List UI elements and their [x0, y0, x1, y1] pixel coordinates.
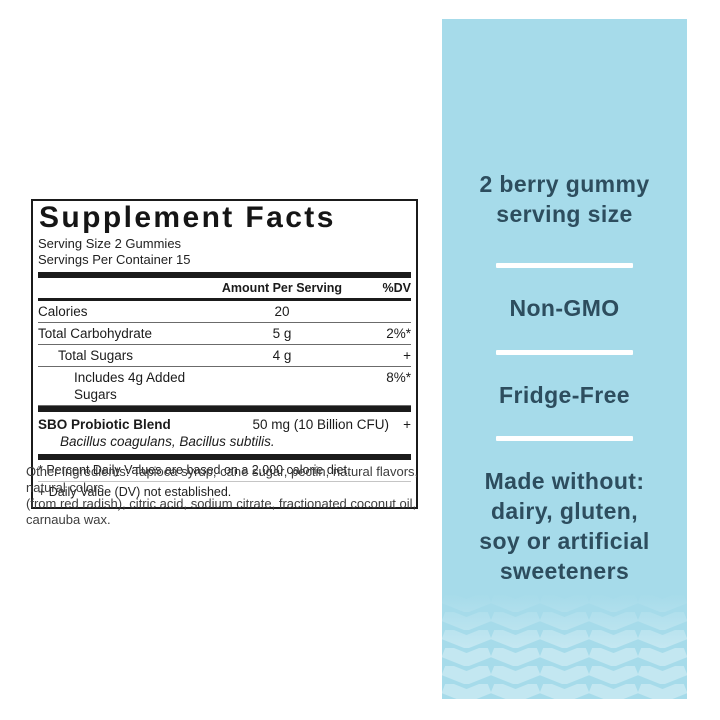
fact-row-added-sugars: Includes 4g Added Sugars 8%* — [38, 367, 411, 406]
facts-header-row: Amount Per Serving %DV — [38, 278, 411, 298]
divider-bar — [38, 271, 411, 278]
nutrient-name: Calories — [38, 303, 88, 319]
nutrient-name: Includes 4g Added Sugars — [74, 369, 186, 402]
claim-serving-size: 2 berry gummy serving size — [479, 171, 650, 227]
claims-panel: 2 berry gummy serving size Non-GMO Fridg… — [442, 19, 687, 699]
nutrient-name: Total Sugars — [58, 347, 134, 363]
fact-row-total-sugars: Total Sugars 4 g + — [38, 345, 411, 367]
claim-non-gmo: Non-GMO — [509, 295, 620, 321]
percent-dv-header: %DV — [382, 280, 411, 295]
claim-divider — [496, 263, 633, 268]
blend-dv: + — [403, 416, 411, 432]
nutrient-amount: 20 — [274, 303, 290, 319]
claim-divider — [496, 350, 633, 355]
servings-per-container-text: Servings Per Container 15 — [38, 251, 191, 267]
amount-per-serving-header: Amount Per Serving — [221, 280, 343, 295]
nutrient-dv: 8%* — [386, 369, 411, 385]
blend-species-text: Bacillus coagulans, Bacillus subtilis. — [60, 433, 275, 449]
claim-fridge-free: Fridge-Free — [499, 382, 630, 408]
claim-made-without: Made without: dairy, gluten, soy or arti… — [479, 468, 650, 584]
fact-row-calories: Calories 20 — [38, 301, 411, 323]
divider-bar — [38, 297, 411, 301]
nutrient-name: Total Carbohydrate — [38, 325, 153, 341]
claim-divider — [496, 436, 633, 441]
supplement-facts-box: Supplement Facts Serving Size 2 Gummies … — [31, 199, 418, 509]
nutrient-amount: 4 g — [272, 347, 292, 363]
footnote-percent-dv: * Percent Daily Values are based on a 2,… — [38, 460, 411, 482]
nutrient-dv: 2%* — [386, 325, 411, 341]
divider-bar — [38, 453, 411, 460]
supplement-facts-title: Supplement Facts — [39, 201, 336, 234]
nutrient-dv: + — [403, 347, 411, 363]
other-ingredients-line-2: (from red radish), citric acid, sodium c… — [26, 496, 417, 527]
divider-bar — [38, 405, 411, 412]
fact-row-probiotic-blend: SBO Probiotic Blend 50 mg (10 Billion CF… — [38, 412, 411, 433]
nutrient-amount: 5 g — [272, 325, 292, 341]
blend-name: SBO Probiotic Blend — [38, 416, 171, 432]
serving-size-text: Serving Size 2 Gummies — [38, 235, 182, 251]
footnote-dv-not-established: + Daily Value (DV) not established. — [38, 484, 232, 499]
blend-amount: 50 mg (10 Billion CFU) — [252, 416, 389, 432]
other-ingredients-line-1: Other ingredients: Tapioca syrup, cane s… — [26, 464, 419, 495]
fact-row-total-carbohydrate: Total Carbohydrate 5 g 2%* — [38, 323, 411, 345]
chevron-pattern-decoration — [442, 594, 687, 699]
other-ingredients-text: Other ingredients: Tapioca syrup, cane s… — [26, 464, 450, 528]
